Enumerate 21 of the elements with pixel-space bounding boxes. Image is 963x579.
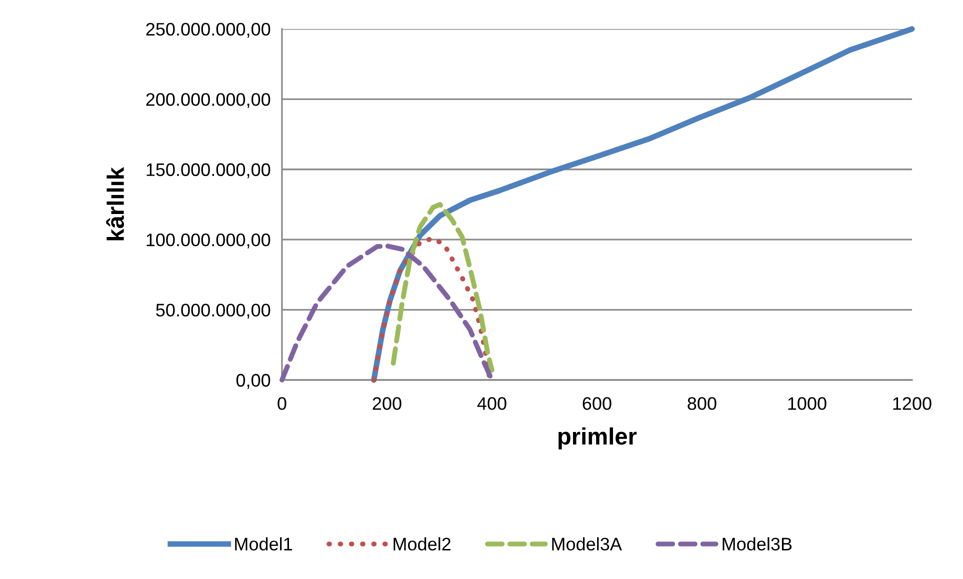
line-series	[280, 243, 494, 382]
y-tick-label: 200.000.000,00	[146, 93, 270, 108]
legend-label: Model1	[235, 537, 292, 550]
x-tick-label: 0	[278, 397, 286, 410]
legend-label: Model3A	[552, 537, 622, 550]
y-tick-label: 250.000.000,00	[146, 22, 270, 38]
legend-label: Model3B	[722, 537, 792, 550]
x-tick-label: 400	[477, 397, 506, 410]
x-tick-label: 800	[688, 397, 716, 410]
y-tick-label: 50.000.000,00	[156, 304, 270, 319]
y-tick-label: 0,00	[236, 374, 270, 389]
x-tick-label: 1200	[893, 397, 932, 410]
y-tick-label: 100.000.000,00	[146, 234, 270, 248]
y-tick-label: 150.000.000,00	[146, 163, 270, 178]
x-tick-label: 600	[582, 397, 612, 410]
x-axis-title: primler	[558, 427, 637, 450]
line-series	[390, 202, 494, 373]
x-tick-label: 200	[372, 397, 402, 410]
y-axis-title: kârlılık	[106, 167, 124, 240]
legend-label: Model2	[394, 537, 450, 550]
x-tick-label: 1000	[788, 397, 826, 410]
